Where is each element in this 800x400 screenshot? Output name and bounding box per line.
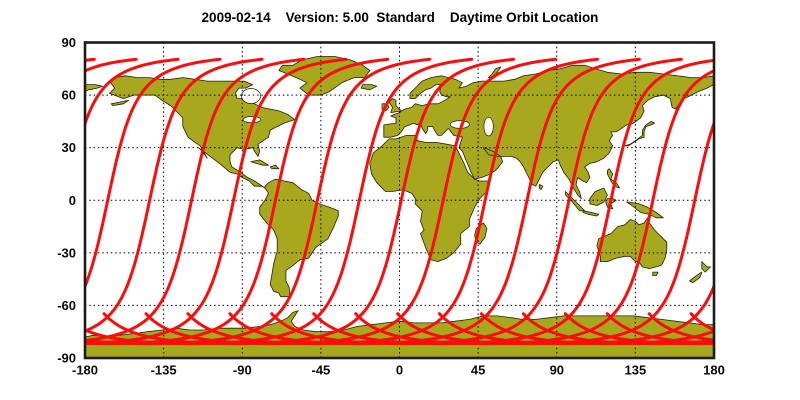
orbit-track bbox=[228, 57, 641, 346]
orbit-track bbox=[85, 57, 348, 345]
y-tick-label: 0 bbox=[69, 193, 76, 208]
landmass-japan bbox=[624, 121, 655, 147]
y-axis-labels: 90 60 30 0 -30 -60 -90 bbox=[57, 35, 76, 366]
landmass-great-britain bbox=[388, 98, 402, 113]
y-tick-label: -60 bbox=[57, 298, 76, 313]
plot-title: 2009-02-14 Version: 5.00 Standard Daytim… bbox=[201, 10, 599, 25]
orbit-tracks-layer bbox=[85, 57, 714, 346]
hudson-bay bbox=[241, 88, 261, 104]
orbit-track bbox=[85, 57, 222, 291]
landmass-cuba bbox=[250, 159, 269, 166]
orbit-track bbox=[270, 57, 683, 346]
x-tick-label: -135 bbox=[151, 363, 177, 378]
gridlines-layer bbox=[85, 42, 714, 358]
orbit-track bbox=[396, 119, 714, 346]
caspian-sea bbox=[483, 116, 494, 137]
orbit-track bbox=[85, 57, 306, 343]
orbit-track bbox=[85, 57, 96, 62]
x-tick-label: 0 bbox=[396, 363, 403, 378]
landmass-tasmania bbox=[652, 271, 659, 276]
y-tick-label: 60 bbox=[62, 88, 76, 103]
landmass-hispaniola bbox=[269, 164, 280, 170]
landmass-new-guinea bbox=[626, 201, 664, 219]
orbit-track bbox=[144, 57, 558, 346]
x-tick-label: -90 bbox=[233, 363, 252, 378]
landmass-philippines bbox=[607, 168, 620, 189]
x-tick-label: 135 bbox=[625, 363, 647, 378]
orbit-track bbox=[480, 312, 714, 346]
orbit-track bbox=[85, 57, 180, 129]
y-tick-label: 30 bbox=[62, 140, 76, 155]
orbit-track bbox=[186, 57, 599, 346]
x-tick-label: 45 bbox=[471, 363, 485, 378]
y-tick-label: -30 bbox=[57, 245, 76, 260]
y-tick-label: -90 bbox=[57, 351, 76, 366]
x-tick-label: 90 bbox=[550, 363, 564, 378]
land-layer bbox=[85, 56, 714, 358]
x-axis-labels: -180 -135 -90 -45 0 45 90 135 180 bbox=[72, 363, 725, 378]
landmass-sri-lanka bbox=[538, 184, 544, 191]
landmass-alaska-peninsula bbox=[110, 99, 130, 106]
landmass-java bbox=[582, 210, 600, 217]
landmass-iceland bbox=[360, 84, 378, 91]
orbit-track bbox=[354, 69, 714, 346]
plot-frame bbox=[83, 41, 716, 360]
landmass-south-america bbox=[259, 178, 339, 298]
landmass-chukotka-west-of-dateline bbox=[85, 84, 103, 92]
landmass-africa bbox=[369, 135, 489, 262]
landmass-australia bbox=[596, 217, 668, 269]
orbit-track bbox=[312, 58, 714, 346]
landmass-new-zealand-north bbox=[701, 261, 711, 273]
y-tick-label: 90 bbox=[62, 35, 76, 50]
x-tick-label: -45 bbox=[312, 363, 331, 378]
landmass-novaya-zemlya bbox=[488, 66, 502, 78]
x-tick-label: -180 bbox=[72, 363, 98, 378]
orbit-track bbox=[85, 57, 264, 333]
orbit-track bbox=[438, 282, 714, 346]
landmass-borneo bbox=[589, 187, 608, 206]
x-tick-label: 180 bbox=[703, 363, 725, 378]
landmass-new-zealand-south bbox=[689, 271, 703, 283]
landmass-eurasia bbox=[383, 64, 714, 199]
